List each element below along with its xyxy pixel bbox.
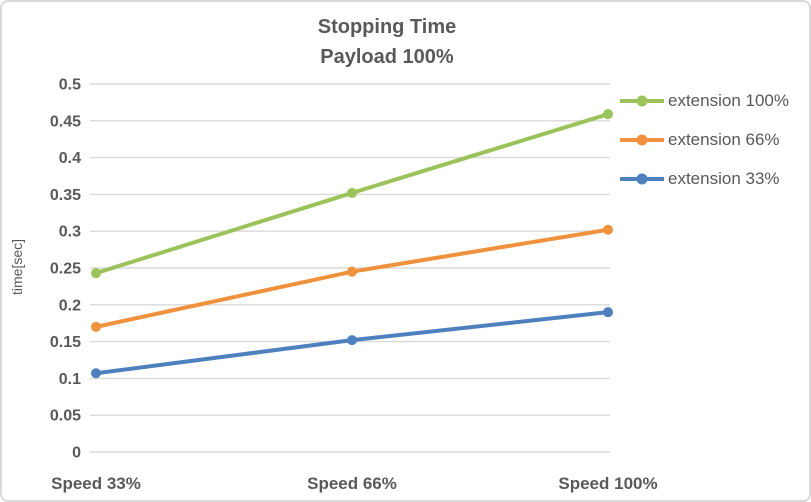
- legend-item-extension-100: extension 100%: [619, 91, 789, 111]
- data-point-extension-66: [603, 224, 613, 235]
- legend-dot: [636, 173, 648, 185]
- data-point-extension-100: [603, 109, 613, 120]
- y-tick-label: 0.05: [50, 408, 81, 425]
- legend-label: extension 100%: [668, 91, 789, 110]
- data-point-extension-33: [91, 368, 101, 379]
- y-tick-label: 0.25: [50, 261, 81, 278]
- y-tick-label: 0.45: [50, 113, 81, 130]
- data-point-extension-66: [347, 266, 357, 277]
- data-point-extension-33: [603, 307, 613, 318]
- y-tick-label: 0.35: [50, 187, 81, 204]
- legend-marker-icon: [620, 134, 664, 146]
- legend-marker-icon: [620, 173, 664, 185]
- x-tick-label: Speed 33%: [51, 474, 141, 493]
- data-point-extension-33: [347, 335, 357, 346]
- legend: extension 100% extension 66% extension 33%: [619, 91, 789, 208]
- x-tick-label: Speed 100%: [558, 474, 657, 493]
- y-tick-label: 0.15: [50, 334, 81, 351]
- legend-label: extension 33%: [668, 169, 780, 188]
- chart-title-block: Stopping Time Payload 100%: [37, 12, 737, 72]
- y-tick-label: 0.2: [59, 297, 81, 314]
- legend-label: extension 66%: [668, 130, 780, 149]
- series-line-extension-66: [94, 227, 610, 329]
- data-point-extension-100: [347, 187, 357, 198]
- legend-item-extension-66: extension 66%: [619, 130, 789, 150]
- y-tick-label: 0.4: [59, 150, 81, 167]
- y-tick-label: 0.1: [59, 371, 81, 388]
- y-tick-label: 0: [72, 445, 81, 462]
- legend-marker-icon: [620, 95, 664, 107]
- y-tick-label: 0.3: [59, 224, 81, 241]
- y-tick-label: 0.5: [59, 77, 81, 94]
- data-point-extension-100: [91, 268, 101, 279]
- chart-title: Stopping Time: [317, 16, 457, 38]
- legend-dot: [636, 95, 648, 107]
- legend-dot: [636, 134, 648, 146]
- data-point-extension-66: [91, 321, 101, 332]
- chart-subtitle: Payload 100%: [320, 46, 454, 68]
- legend-item-extension-33: extension 33%: [619, 169, 789, 189]
- x-tick-label: Speed 66%: [307, 474, 397, 493]
